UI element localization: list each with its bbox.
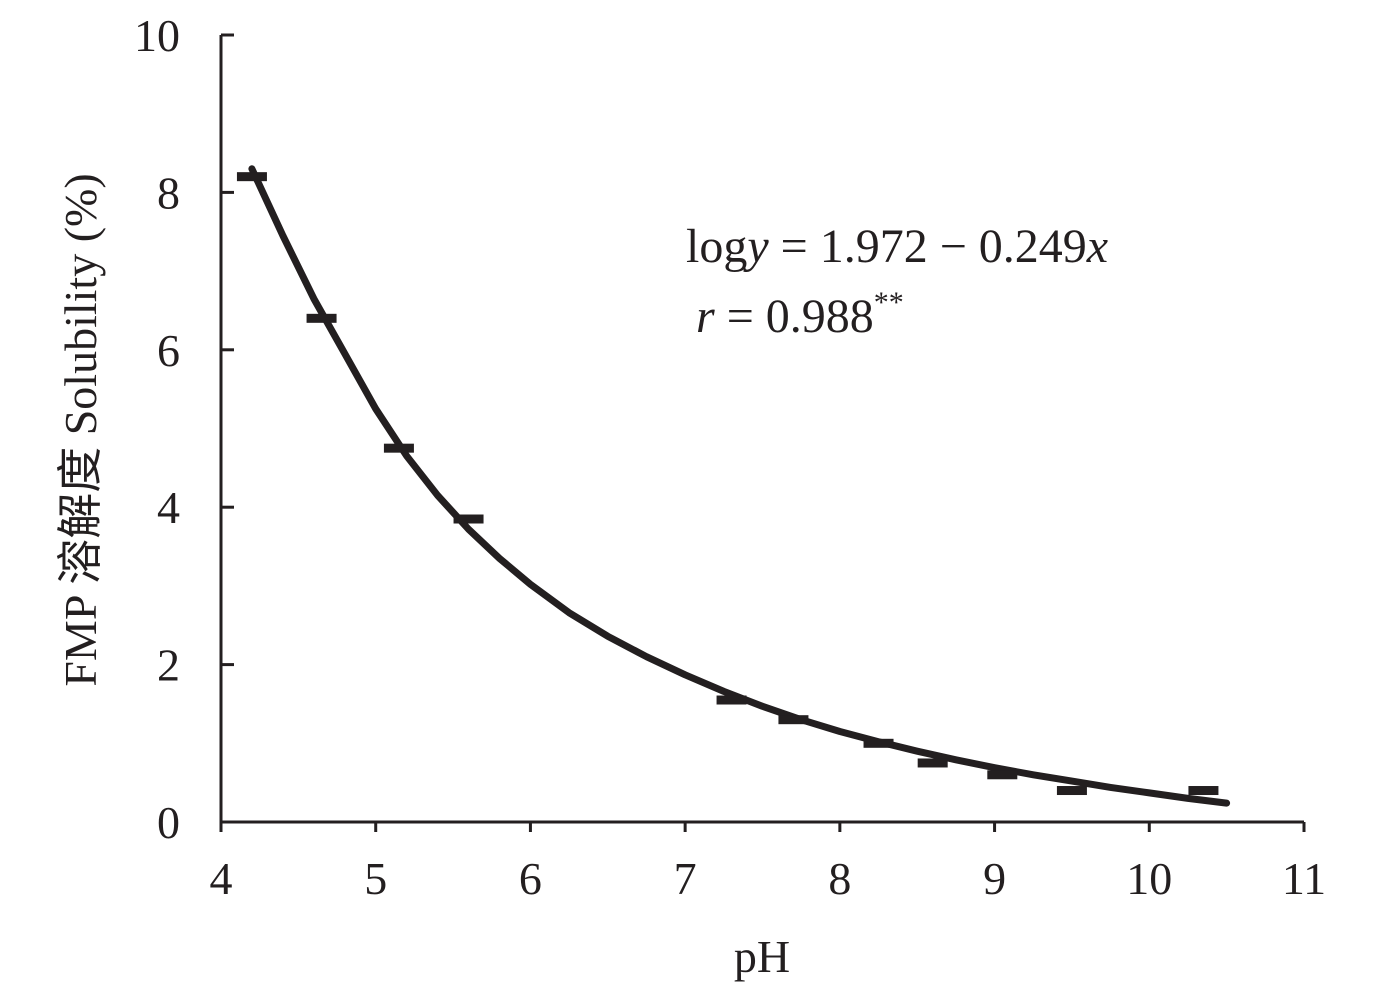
axes	[219, 35, 1304, 824]
x-axis-title: pH	[734, 931, 790, 982]
data-point-3	[383, 443, 414, 453]
fit-curve-group	[248, 165, 1231, 807]
y-tick-label-8: 8	[157, 167, 180, 218]
y-axis-title: FMP 溶解度 Solubility (%)	[55, 173, 106, 686]
x-tick-label-9: 9	[983, 853, 1006, 904]
data-point-4	[453, 514, 484, 524]
data-point-11	[1188, 786, 1219, 796]
data-point-2	[306, 313, 337, 323]
data-point-5	[716, 695, 747, 705]
data-point-9	[987, 770, 1018, 780]
x-tick-label-11: 11	[1282, 853, 1326, 904]
x-tick-label-10: 10	[1126, 853, 1172, 904]
x-tick-label-8: 8	[828, 853, 851, 904]
regression-equation: logy = 1.972 − 0.249x	[686, 220, 1108, 273]
data-point-1	[236, 172, 267, 182]
equation-rest: = 1.972 − 0.249	[769, 220, 1087, 273]
y-tick-label-10: 10	[134, 10, 180, 61]
data-point-7	[863, 738, 894, 748]
x-tick-label-4: 4	[210, 853, 233, 904]
tick-labels: 4 5 6 7 8 9 10 11 0 2 4 6 8 10	[134, 10, 1326, 904]
data-point-10	[1056, 786, 1087, 796]
correlation-coefficient: r = 0.988**	[696, 286, 904, 343]
x-tick-label-5: 5	[364, 853, 387, 904]
x-tick-label-6: 6	[519, 853, 542, 904]
x-tick-label-7: 7	[674, 853, 697, 904]
r-var: r	[696, 290, 715, 343]
y-tick-label-6: 6	[157, 325, 180, 376]
significance-marker: **	[874, 286, 904, 319]
data-point-8	[917, 758, 948, 768]
fit-curve	[248, 165, 1231, 807]
equation-var-y: y	[742, 220, 769, 273]
y-tick-label-0: 0	[157, 797, 180, 848]
y-tick-label-4: 4	[157, 482, 180, 533]
equation-var-x: x	[1086, 220, 1108, 273]
y-tick-label-2: 2	[157, 640, 180, 691]
r-rest: = 0.988	[715, 290, 874, 343]
tick-marks	[219, 33, 1306, 832]
equation-prefix: log	[686, 220, 747, 273]
data-point-6	[778, 715, 809, 725]
data-points-group	[236, 172, 1219, 796]
